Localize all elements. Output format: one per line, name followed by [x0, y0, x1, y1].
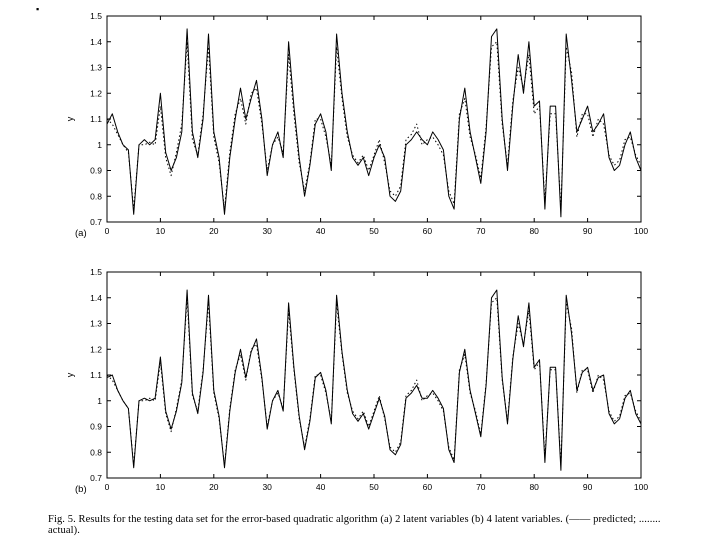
svg-text:1.4: 1.4: [90, 37, 102, 47]
svg-text:80: 80: [529, 226, 539, 236]
chart-panel-a: 0 10 20 30 40 50 60 70 80 90 100 0.7 0.8 0.9 1 1.1 1.2 1.…: [55, 6, 665, 254]
svg-text:y: y: [65, 372, 75, 377]
svg-text:100: 100: [634, 226, 648, 236]
svg-text:10: 10: [156, 226, 166, 236]
svg-text:1.4: 1.4: [90, 293, 102, 303]
svg-text:50: 50: [369, 482, 379, 492]
svg-text:50: 50: [369, 226, 379, 236]
svg-text:0: 0: [105, 226, 110, 236]
svg-text:80: 80: [529, 482, 539, 492]
svg-text:10: 10: [156, 482, 166, 492]
svg-text:1.2: 1.2: [90, 344, 102, 354]
chart-panel-b: 0 10 20 30 40 50 60 70 80 90 100 0.7 0.8 0.9 1 1.1 1.2 1.…: [55, 262, 665, 510]
line-chart-a: 0 10 20 30 40 50 60 70 80 90 100 0.7 0.8 0.9 1 1.1 1.2 1.…: [65, 11, 648, 239]
svg-text:1.1: 1.1: [90, 370, 102, 380]
svg-text:1.3: 1.3: [90, 63, 102, 73]
svg-text:30: 30: [262, 226, 272, 236]
svg-text:70: 70: [476, 226, 486, 236]
figure-caption: Fig. 5. Results for the testing data set…: [48, 514, 661, 536]
svg-text:1: 1: [97, 396, 102, 406]
svg-text:0.9: 0.9: [90, 166, 102, 176]
svg-text:0.9: 0.9: [90, 422, 102, 432]
svg-text:1.3: 1.3: [90, 319, 102, 329]
svg-text:20: 20: [209, 482, 219, 492]
svg-text:30: 30: [262, 482, 272, 492]
svg-text:0.7: 0.7: [90, 473, 102, 483]
svg-text:60: 60: [423, 482, 433, 492]
svg-text:1.5: 1.5: [90, 267, 102, 277]
svg-text:70: 70: [476, 482, 486, 492]
svg-text:y: y: [65, 116, 75, 121]
svg-text:40: 40: [316, 482, 326, 492]
svg-text:1.1: 1.1: [90, 114, 102, 124]
scan-artifact-mark: ▪: [36, 4, 40, 14]
svg-text:40: 40: [316, 226, 326, 236]
svg-text:0: 0: [105, 482, 110, 492]
line-chart-b: 0 10 20 30 40 50 60 70 80 90 100 0.7 0.8 0.9 1 1.1 1.2 1.…: [65, 267, 648, 495]
svg-text:0.8: 0.8: [90, 447, 102, 457]
svg-text:1.2: 1.2: [90, 88, 102, 98]
svg-text:(b): (b): [75, 484, 87, 495]
svg-text:0.7: 0.7: [90, 217, 102, 227]
svg-text:60: 60: [423, 226, 433, 236]
svg-text:(a): (a): [75, 228, 87, 239]
svg-text:90: 90: [583, 226, 593, 236]
svg-text:100: 100: [634, 482, 648, 492]
svg-text:90: 90: [583, 482, 593, 492]
svg-text:1.5: 1.5: [90, 11, 102, 21]
svg-text:20: 20: [209, 226, 219, 236]
svg-text:1: 1: [97, 140, 102, 150]
svg-text:0.8: 0.8: [90, 191, 102, 201]
